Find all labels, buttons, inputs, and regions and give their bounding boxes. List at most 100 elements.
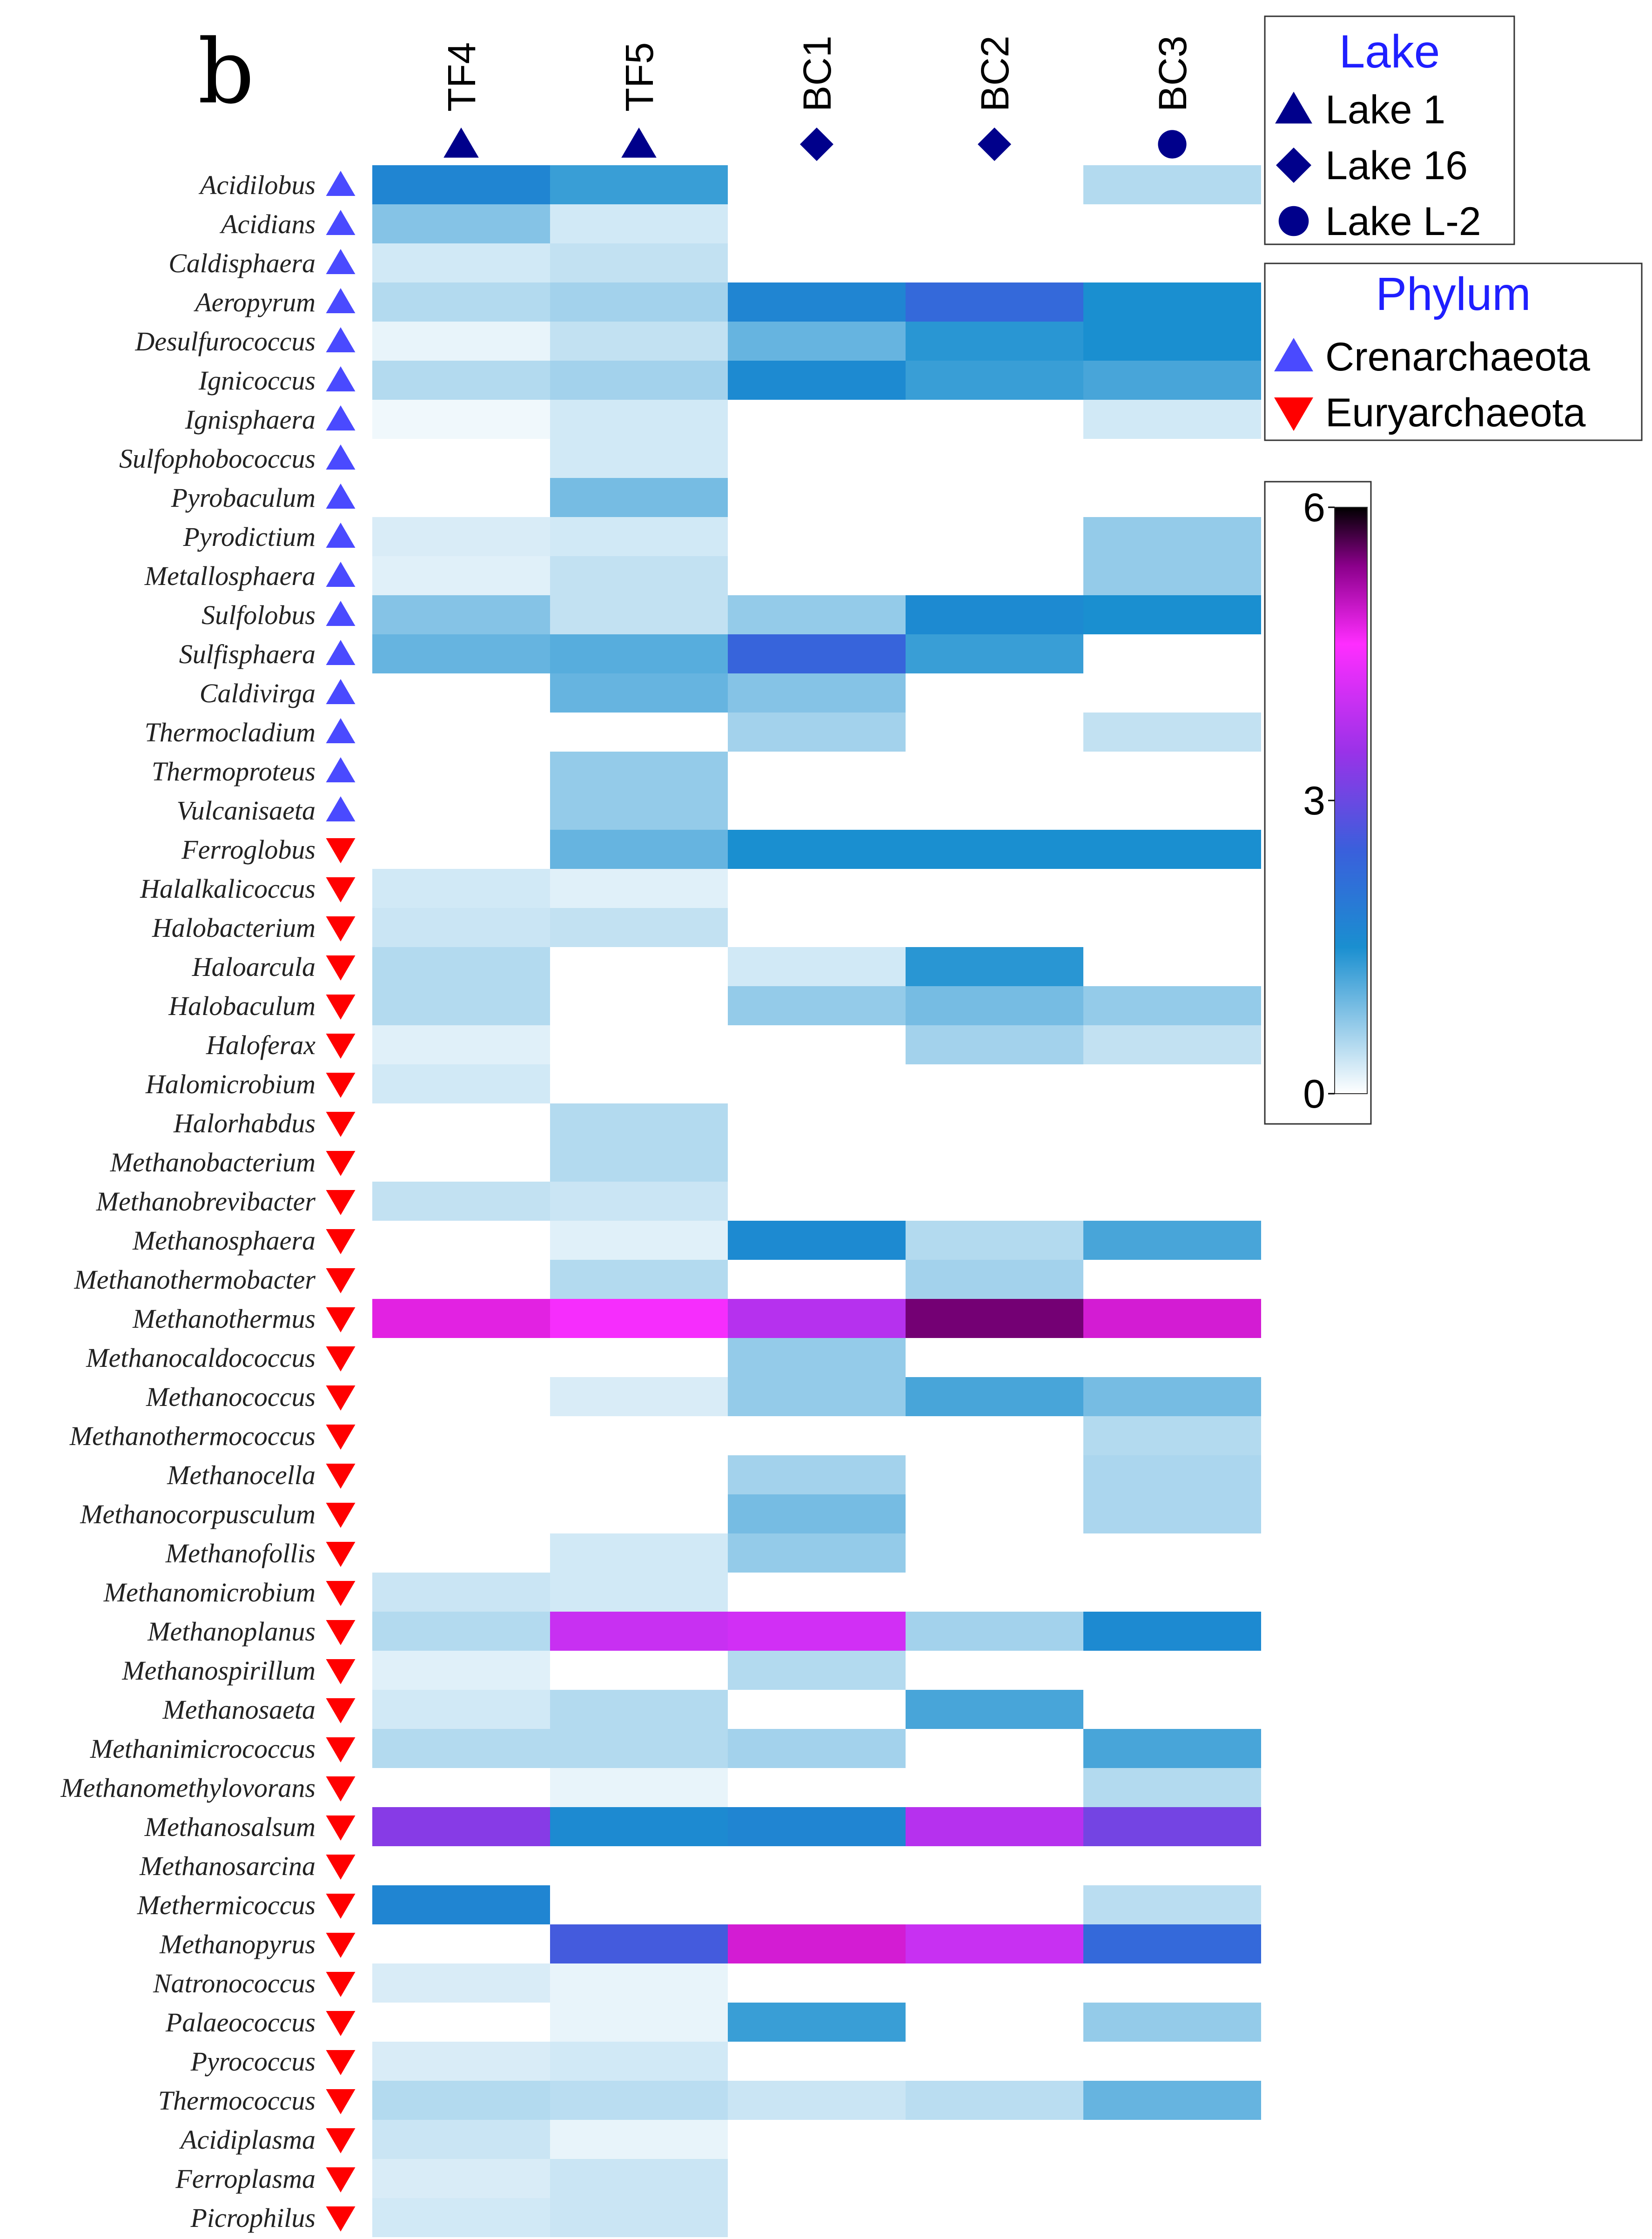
heatmap-cell — [372, 1182, 550, 1221]
heatmap-cell — [1083, 517, 1261, 556]
row-phylum-marker — [326, 995, 356, 1020]
heatmap-cell — [372, 947, 550, 986]
lake-legend-label: Lake 1 — [1325, 87, 1445, 132]
heatmap-cell — [372, 2081, 550, 2120]
heatmap-cell — [906, 1377, 1083, 1416]
heatmap-cell — [1083, 2003, 1261, 2042]
row-phylum-marker — [326, 679, 356, 704]
row-label: Methanofollis — [165, 1538, 316, 1568]
column-label-bc1: BC1 — [795, 36, 839, 112]
heatmap-cell — [728, 1221, 906, 1260]
row-phylum-marker — [326, 2089, 356, 2114]
heatmap-cell — [550, 869, 728, 908]
heatmap-cell — [550, 1807, 728, 1846]
heatmap-cell — [550, 1377, 728, 1416]
heatmap-cell — [728, 1533, 906, 1573]
heatmap-cell — [728, 2081, 906, 2120]
heatmap-cell — [372, 204, 550, 243]
heatmap-cell — [372, 517, 550, 556]
row-label: Ignicoccus — [198, 365, 316, 396]
row-phylum-marker — [326, 1112, 356, 1137]
row-label: Thermocladium — [145, 717, 316, 747]
heatmap-cell — [728, 713, 906, 752]
row-label: Haloferax — [206, 1030, 316, 1060]
row-label: Methanocella — [167, 1460, 316, 1490]
row-label: Palaeococcus — [165, 2007, 316, 2037]
row-label: Methanimicrococcus — [90, 1734, 316, 1764]
row-label: Acidiplasma — [179, 2125, 316, 2155]
row-label: Methanospirillum — [121, 1655, 316, 1686]
heatmap-cell — [550, 830, 728, 869]
heatmap-cell — [1083, 713, 1261, 752]
row-phylum-marker — [326, 1698, 356, 1723]
heatmap-cell — [372, 986, 550, 1025]
heatmap-cell — [550, 243, 728, 282]
heatmap-cell — [728, 322, 906, 361]
row-label: Methanocorpusculum — [80, 1499, 316, 1529]
column-label-tf5: TF5 — [618, 42, 661, 112]
row-label: Metallosphaera — [144, 561, 316, 591]
lake-legend-box — [1264, 15, 1515, 245]
heatmap-cell — [372, 1064, 550, 1103]
heatmap-cell — [728, 830, 906, 869]
row-label: Ignisphaera — [185, 404, 316, 435]
heatmap-cell — [906, 1690, 1083, 1729]
lake-legend-label: Lake 16 — [1325, 143, 1468, 188]
heatmap-cell — [550, 2042, 728, 2081]
heatmap-cell — [550, 478, 728, 517]
heatmap-cell — [1083, 1612, 1261, 1651]
heatmap-cell — [1083, 556, 1261, 595]
row-phylum-marker — [326, 1620, 356, 1645]
heatmap-cell — [550, 400, 728, 439]
row-label: Picrophilus — [190, 2203, 316, 2233]
heatmap-cell — [550, 1103, 728, 1143]
phylum-legend-title: Phylum — [1376, 268, 1531, 320]
heatmap-cell — [372, 2120, 550, 2159]
row-phylum-marker — [326, 1581, 356, 1606]
heatmap-cell — [728, 1455, 906, 1494]
heatmap-cell — [372, 243, 550, 282]
heatmap-cell — [550, 2081, 728, 2120]
heatmap-cell — [550, 556, 728, 595]
heatmap-cell — [550, 1612, 728, 1651]
heatmap-cell — [372, 2042, 550, 2081]
row-phylum-marker — [326, 1034, 356, 1059]
heatmap-cell — [1083, 1221, 1261, 1260]
heatmap-cell — [1083, 165, 1261, 204]
row-phylum-marker — [326, 1385, 356, 1411]
heatmap-cell — [372, 1651, 550, 1690]
row-phylum-marker — [326, 1776, 356, 1802]
heatmap-cell — [906, 282, 1083, 322]
heatmap-cell — [550, 361, 728, 400]
row-label: Caldisphaera — [168, 248, 316, 278]
lake-legend-title: Lake — [1339, 26, 1440, 78]
heatmap-cell — [728, 1299, 906, 1338]
row-phylum-marker — [326, 1073, 356, 1098]
row-phylum-marker — [326, 601, 356, 626]
row-phylum-marker — [326, 1815, 356, 1841]
heatmap-cell — [728, 1729, 906, 1768]
row-phylum-marker — [326, 1503, 356, 1528]
row-label: Methanomethylovorans — [60, 1773, 316, 1803]
heatmap-cell — [1083, 400, 1261, 439]
heatmap-cell — [550, 1768, 728, 1807]
heatmap-cell — [906, 322, 1083, 361]
heatmap-cell — [1083, 1025, 1261, 1064]
heatmap-cell — [372, 908, 550, 947]
row-label: Pyrodictium — [182, 522, 316, 552]
heatmap-cell — [372, 1690, 550, 1729]
row-label: Thermoproteus — [152, 756, 316, 787]
row-phylum-marker — [326, 562, 356, 587]
row-label: Acidians — [219, 209, 316, 239]
heatmap-cell — [372, 2198, 550, 2237]
lake-legend-label: Lake L-2 — [1325, 199, 1481, 244]
heatmap-cell — [372, 595, 550, 634]
row-label: Methanosaeta — [162, 1694, 316, 1725]
heatmap-cell — [372, 556, 550, 595]
row-label: Methanothermococcus — [69, 1421, 316, 1451]
heatmap-cell — [1083, 1729, 1261, 1768]
heatmap-cell — [1083, 1455, 1261, 1494]
heatmap-cell — [1083, 1885, 1261, 1924]
heatmap-cell — [372, 361, 550, 400]
heatmap-cell — [550, 791, 728, 830]
